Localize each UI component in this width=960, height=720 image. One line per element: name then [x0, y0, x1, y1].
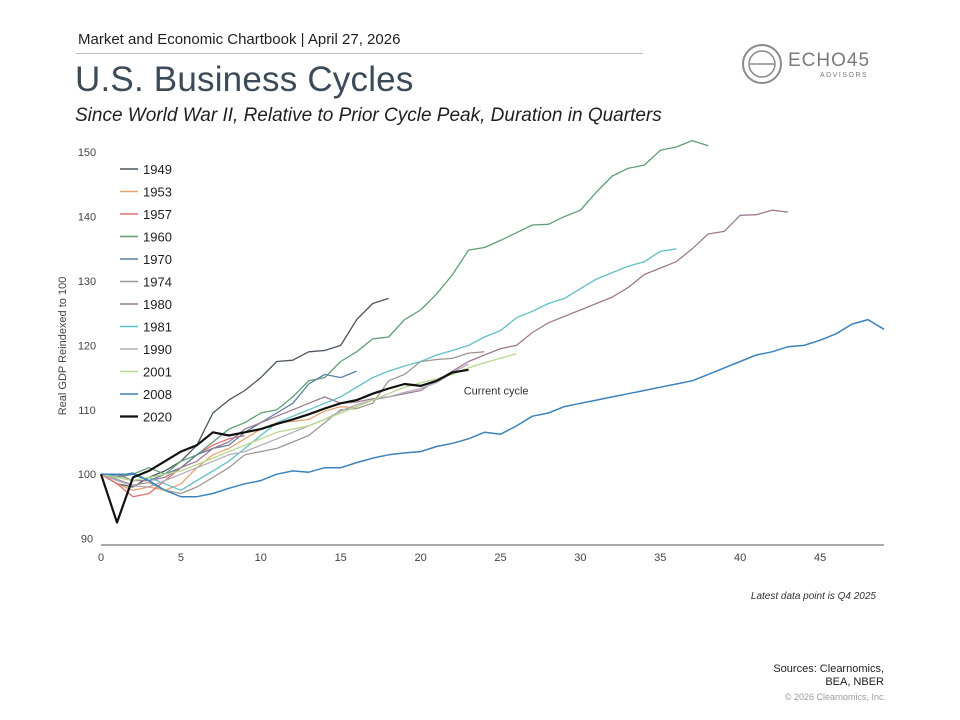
y-tick-label: 140: [78, 212, 96, 224]
series-line-1960: [100, 139, 709, 479]
y-tick-label: 90: [81, 534, 93, 546]
x-tick-label: 35: [654, 552, 666, 564]
sources-line-2: BEA, NBER: [825, 676, 884, 688]
page-subtitle: Since World War II, Relative to Prior Cy…: [75, 105, 662, 126]
legend-label-1953: 1953: [143, 185, 172, 200]
y-tick-label: 150: [78, 147, 96, 159]
legend-label-1960: 1960: [143, 230, 172, 245]
series-line-1980: [101, 209, 789, 482]
series-line-2001: [100, 353, 517, 482]
brand-logo: ECHO45 ADVISORS: [740, 42, 880, 86]
legend-label-2008: 2008: [143, 387, 172, 402]
y-tick-label: 130: [78, 276, 96, 288]
sources-text: Sources: Clearnomics, BEA, NBER: [700, 663, 884, 689]
chartbook-label: Market and Economic Chartbook | April 27…: [78, 31, 401, 48]
echo-circle-icon: [742, 44, 782, 84]
y-tick-label: 120: [78, 340, 96, 352]
series-line-2008: [101, 318, 885, 498]
current-cycle-annotation: Current cycle: [464, 385, 529, 397]
x-tick-label: 25: [494, 552, 506, 564]
y-tick-label: 110: [78, 405, 96, 417]
copyright-text: © 2026 Clearnomics, Inc.: [784, 692, 886, 702]
x-tick-label: 40: [734, 552, 746, 564]
legend-label-1949: 1949: [143, 162, 172, 177]
sources-line-1: Sources: Clearnomics,: [773, 663, 884, 675]
latest-data-note: Latest data point is Q4 2025: [750, 591, 876, 602]
series-line-2020: [99, 368, 469, 524]
legend-label-2001: 2001: [143, 365, 172, 380]
legend-label-1974: 1974: [143, 275, 172, 290]
series-line-1970: [100, 370, 357, 482]
series-line-1953: [100, 405, 357, 491]
series-line-1949: [100, 297, 389, 488]
legend-label-1990: 1990: [143, 342, 172, 357]
page-title: U.S. Business Cycles: [75, 60, 414, 99]
series-line-1990: [100, 363, 469, 488]
series-line-1981: [100, 248, 677, 491]
legend-label-2020: 2020: [143, 410, 172, 425]
x-tick-label: 20: [414, 552, 426, 564]
legend-label-1980: 1980: [143, 297, 172, 312]
x-tick-label: 45: [814, 552, 826, 564]
x-tick-label: 0: [98, 552, 104, 564]
series-line-1957: [100, 434, 245, 498]
series-line-1974: [100, 351, 485, 495]
y-tick-label: 100: [78, 469, 96, 481]
x-tick-label: 15: [335, 552, 347, 564]
legend-label-1981: 1981: [143, 320, 172, 335]
logo-name: ECHO45: [788, 50, 871, 71]
legend-label-1970: 1970: [143, 252, 172, 267]
logo-sub: ADVISORS: [820, 72, 869, 79]
x-tick-label: 10: [255, 552, 267, 564]
header-rule: [76, 53, 643, 54]
x-tick-label: 30: [574, 552, 586, 564]
x-tick-label: 5: [178, 552, 184, 564]
y-axis-label: Real GDP Reindexed to 100: [57, 277, 69, 416]
legend-label-1957: 1957: [143, 207, 172, 222]
